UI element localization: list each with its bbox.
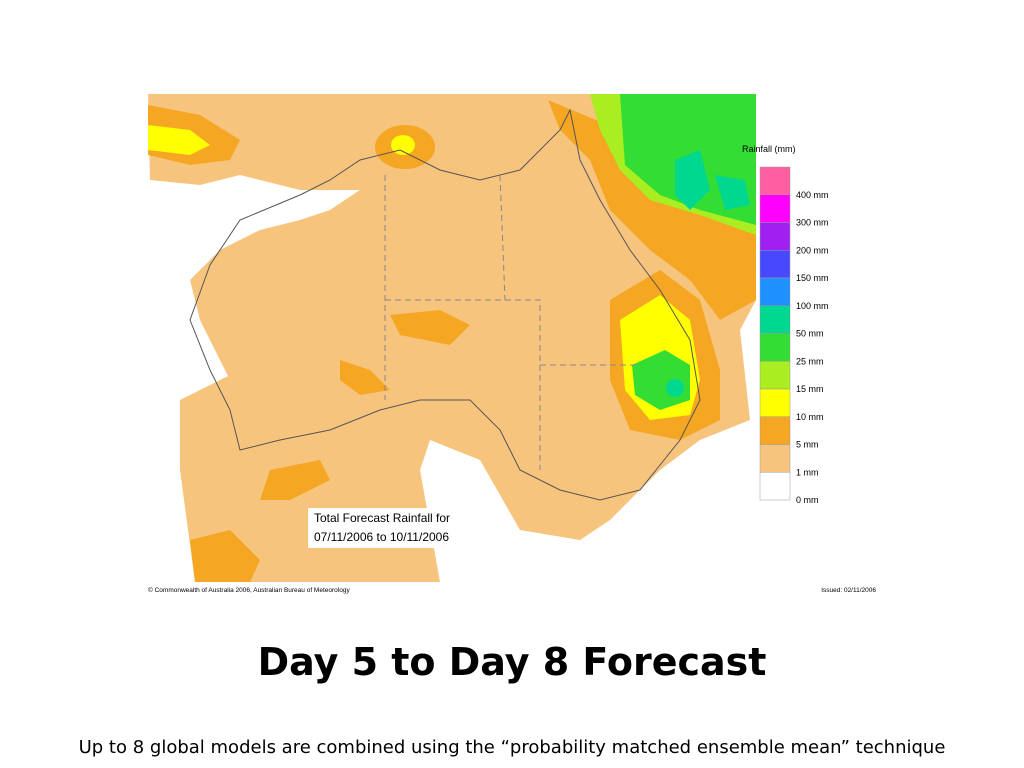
legend-label: 300 mm bbox=[796, 218, 829, 228]
legend-label: 400 mm bbox=[796, 190, 829, 200]
legend-swatch bbox=[759, 444, 791, 473]
caption: Up to 8 global models are combined using… bbox=[78, 737, 946, 758]
rainfall-map: Total Forecast Rainfall for 07/11/2006 t… bbox=[148, 94, 876, 594]
legend-label: 50 mm bbox=[796, 329, 824, 339]
legend-swatch bbox=[759, 416, 791, 445]
legend-swatch bbox=[759, 222, 791, 251]
legend-swatch bbox=[759, 333, 791, 362]
legend-label: 25 mm bbox=[796, 356, 824, 366]
legend-label: 0 mm bbox=[796, 495, 819, 505]
state-borders bbox=[384, 174, 640, 470]
annotation: 07/11/2006 to 10/11/2006 bbox=[314, 530, 449, 544]
legend-title: Rainfall (mm) bbox=[742, 144, 796, 154]
issued: Issued: 02/11/2006 bbox=[821, 587, 876, 594]
legend-swatch bbox=[759, 361, 791, 390]
legend-label: 15 mm bbox=[796, 384, 824, 394]
legend-label: 5 mm bbox=[796, 440, 819, 450]
annotation-box bbox=[308, 508, 474, 548]
legend-swatch bbox=[759, 194, 791, 223]
legend-label: 200 mm bbox=[796, 245, 829, 255]
legend-label: 100 mm bbox=[796, 301, 829, 311]
legend-label: 1 mm bbox=[796, 467, 819, 477]
legend-swatch bbox=[759, 166, 791, 195]
legend-swatch bbox=[759, 250, 791, 279]
coastline bbox=[189, 108, 701, 501]
legend-swatch bbox=[759, 277, 791, 306]
annotation: Total Forecast Rainfall for bbox=[314, 511, 450, 525]
legend-swatch bbox=[759, 472, 791, 501]
legend-label: 10 mm bbox=[796, 412, 824, 422]
legend-swatch bbox=[759, 305, 791, 334]
copyright: © Commonwealth of Australia 2006, Austra… bbox=[148, 586, 350, 594]
legend-swatch bbox=[759, 388, 791, 417]
legend-label: 150 mm bbox=[796, 273, 829, 283]
slide-title: Day 5 to Day 8 Forecast bbox=[257, 640, 767, 684]
